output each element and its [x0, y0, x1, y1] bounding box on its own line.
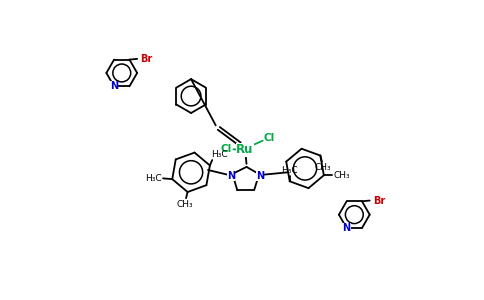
- Text: CH₃: CH₃: [334, 171, 350, 180]
- Text: H₃C: H₃C: [145, 174, 162, 183]
- Text: N: N: [257, 171, 264, 181]
- Text: Ru: Ru: [236, 143, 254, 157]
- Text: Cl: Cl: [264, 133, 275, 142]
- Text: CH₃: CH₃: [176, 200, 193, 209]
- Text: CH₃: CH₃: [315, 163, 331, 172]
- Text: N: N: [110, 81, 118, 91]
- Text: H₃C: H₃C: [212, 150, 228, 159]
- Text: H₃C: H₃C: [281, 166, 298, 175]
- Text: N: N: [343, 223, 351, 233]
- Text: Cl: Cl: [221, 144, 232, 154]
- Text: N: N: [227, 171, 235, 181]
- Text: Br: Br: [140, 54, 152, 64]
- Text: Br: Br: [373, 196, 385, 206]
